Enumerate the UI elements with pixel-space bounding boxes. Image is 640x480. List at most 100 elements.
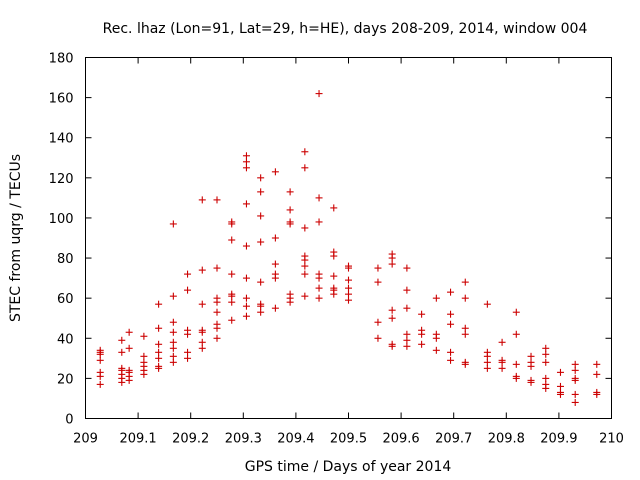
data-point <box>571 360 579 368</box>
data-point <box>374 334 382 342</box>
data-point <box>301 148 309 156</box>
data-points <box>96 90 601 406</box>
data-point <box>315 218 323 226</box>
data-point <box>345 290 352 298</box>
data-point <box>271 234 279 242</box>
data-point <box>542 350 550 358</box>
data-point <box>198 196 206 204</box>
x-tick-label: 209.3 <box>225 432 262 447</box>
data-point <box>432 330 440 338</box>
data-point <box>498 338 506 346</box>
data-point <box>271 270 279 278</box>
data-point <box>155 340 163 348</box>
data-point <box>257 300 265 308</box>
data-point <box>461 330 469 338</box>
data-point <box>418 326 426 334</box>
data-point <box>432 294 440 302</box>
data-point <box>593 370 601 378</box>
y-tick-label: 140 <box>49 132 74 147</box>
data-point <box>271 304 279 312</box>
data-point <box>213 264 221 272</box>
data-point <box>527 358 535 366</box>
data-point <box>556 388 564 396</box>
data-point <box>125 328 133 336</box>
data-point <box>286 188 294 196</box>
data-point <box>213 308 221 316</box>
data-point <box>483 358 491 366</box>
x-tick-label: 209.7 <box>435 432 472 447</box>
data-point <box>242 164 250 172</box>
data-point <box>447 356 455 364</box>
data-point <box>228 290 236 298</box>
data-point <box>345 262 352 270</box>
data-point <box>198 326 206 334</box>
data-point <box>118 336 126 344</box>
data-point <box>118 364 126 372</box>
data-point <box>242 152 250 160</box>
data-point <box>542 344 550 352</box>
data-point <box>461 278 469 286</box>
data-point <box>184 270 192 278</box>
data-point <box>213 196 221 204</box>
x-tick-label: 209.6 <box>382 432 419 447</box>
data-point <box>301 164 309 172</box>
data-point <box>403 286 411 294</box>
data-point <box>374 318 382 326</box>
y-tick-label: 180 <box>49 52 74 67</box>
data-point <box>184 348 192 356</box>
data-point <box>198 338 206 346</box>
data-point <box>301 252 309 260</box>
data-point <box>257 278 265 286</box>
data-point <box>418 340 426 348</box>
data-point <box>155 348 163 356</box>
data-point <box>593 360 601 368</box>
data-point <box>228 298 236 306</box>
data-point <box>388 250 396 258</box>
x-tick-label: 210 <box>599 432 624 447</box>
data-point <box>556 382 564 390</box>
data-point <box>447 348 455 356</box>
data-point <box>403 330 411 338</box>
data-point <box>388 306 396 314</box>
data-point <box>542 358 550 366</box>
data-point <box>330 204 338 212</box>
data-point <box>169 220 177 228</box>
y-tick-label: 20 <box>57 372 74 387</box>
data-point <box>301 224 309 232</box>
data-point <box>242 200 250 208</box>
data-point <box>169 352 177 360</box>
y-tick-label: 40 <box>57 332 74 347</box>
data-point <box>498 364 506 372</box>
y-tick-label: 120 <box>49 172 74 187</box>
x-tick-label: 209.9 <box>540 432 577 447</box>
data-point <box>571 366 579 374</box>
chart-title: Rec. lhaz (Lon=91, Lat=29, h=HE), days 2… <box>103 21 588 37</box>
data-point <box>242 274 250 282</box>
y-tick-label: 0 <box>65 413 73 428</box>
x-tick-label: 209.2 <box>172 432 209 447</box>
data-point <box>345 284 352 292</box>
data-point <box>330 284 338 292</box>
data-point <box>461 324 469 332</box>
data-point <box>498 356 506 364</box>
data-point <box>184 354 192 362</box>
y-axis-title: STEC from uqrg / TECUs <box>8 154 24 322</box>
data-point <box>512 360 520 368</box>
data-point <box>155 354 163 362</box>
data-point <box>315 90 323 98</box>
data-point <box>140 358 148 366</box>
data-point <box>169 358 177 366</box>
x-tick-label: 209.5 <box>330 432 367 447</box>
data-point <box>228 270 236 278</box>
data-point <box>542 374 550 382</box>
data-point <box>169 292 177 300</box>
data-point <box>388 314 396 322</box>
data-point <box>213 334 221 342</box>
data-point <box>286 218 294 226</box>
data-point <box>257 238 265 246</box>
data-point <box>403 264 411 272</box>
data-point <box>301 262 309 270</box>
y-tick-label: 160 <box>49 92 74 107</box>
data-point <box>542 380 550 388</box>
